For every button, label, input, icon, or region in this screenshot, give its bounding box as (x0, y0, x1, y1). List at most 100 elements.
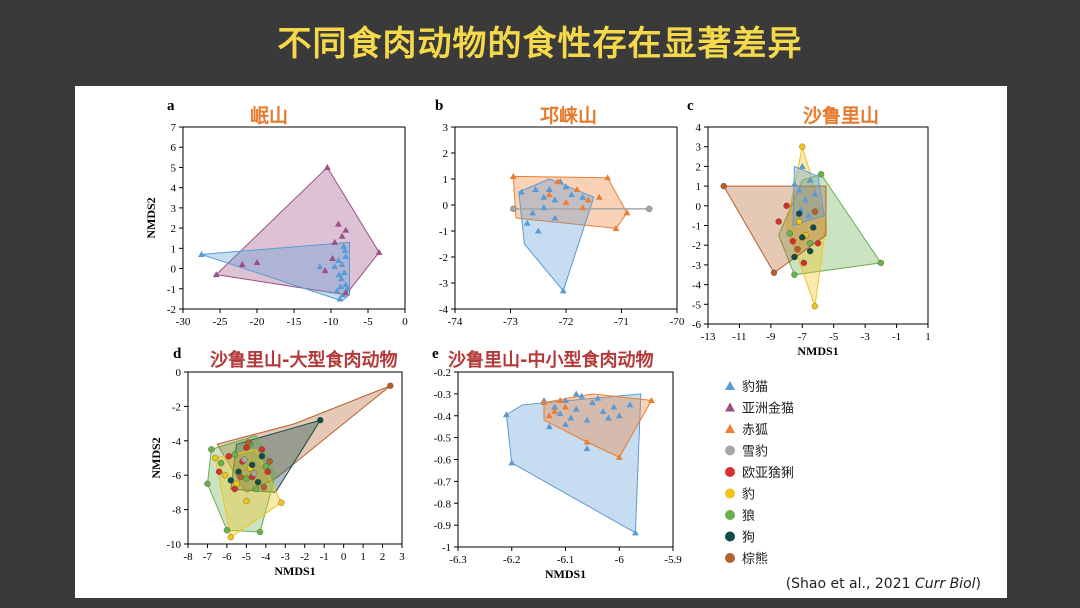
point-豹 (212, 454, 219, 462)
point-赤狐 (573, 186, 581, 192)
y-tick-label: 3 (171, 203, 177, 215)
point-亚洲金猫 (335, 220, 342, 227)
x-tick-label: -11 (732, 331, 746, 343)
legend-label: 狼 (742, 509, 755, 524)
point-豹猫 (534, 227, 542, 234)
point-狼 (217, 460, 225, 467)
point-豹猫 (562, 183, 570, 190)
y-tick-label: 1 (443, 174, 449, 186)
y-tick-label: -0.5 (434, 433, 452, 445)
x-axis-label: NMDS1 (545, 567, 586, 581)
x-tick-label: -5 (242, 551, 252, 563)
point-豹猫 (626, 401, 634, 408)
point-赤狐 (540, 399, 548, 406)
point-亚洲金猫 (342, 226, 350, 233)
y-axis-label: NMDS2 (149, 437, 163, 478)
point-豹猫 (605, 414, 612, 421)
y-tick-label: -2 (439, 252, 448, 264)
y-tick-label: -8 (172, 505, 182, 517)
point-豹猫 (599, 407, 607, 414)
x-tick-label: -1 (892, 331, 901, 343)
point-狗 (258, 453, 266, 460)
panel-letter: e (432, 346, 439, 362)
point-欧亚猞猁 (215, 468, 223, 475)
x-tick-label: -4 (261, 551, 271, 563)
point-欧亚猞猁 (800, 259, 808, 267)
point-赤狐 (509, 173, 517, 179)
point-豹猫 (562, 421, 569, 428)
hull-豹猫 (518, 178, 595, 292)
point-豹猫 (805, 212, 812, 219)
point-狗 (317, 417, 324, 424)
point-豹猫 (583, 416, 591, 423)
legend-label: 豹猫 (742, 380, 768, 395)
legend-item: 雪豹 (725, 445, 768, 460)
y-tick-label: -3 (439, 278, 449, 290)
y-tick-label: 5 (171, 162, 177, 174)
legend-item: 亚洲金猫 (725, 401, 794, 417)
x-tick-label: -3 (281, 551, 291, 563)
point-豹猫 (551, 403, 559, 410)
citation-journal: Curr Biol (915, 576, 976, 592)
point-棕熊 (720, 182, 727, 190)
point-赤狐 (545, 412, 553, 419)
point-豹猫 (337, 275, 345, 282)
y-tick-label: -1 (439, 226, 448, 238)
x-tick-label: -2 (300, 551, 309, 563)
point-豹 (221, 472, 229, 479)
point-狼 (208, 446, 215, 453)
point-豹猫 (588, 399, 596, 406)
x-tick-label: -25 (213, 316, 228, 328)
point-狼 (806, 240, 814, 247)
legend-marker (725, 510, 735, 520)
panel-c: -13 -11 -9 -7 -5 -3 -1 1-6-5-4-3-2-101234NMDS1c… (687, 98, 931, 358)
hull-豹猫 (505, 393, 642, 534)
point-狼 (817, 171, 825, 178)
y-tick-label: -4 (692, 280, 702, 292)
y-tick-label: -0.6 (434, 455, 452, 467)
legend-marker (725, 531, 735, 542)
point-狼 (204, 480, 211, 487)
y-tick-label: -1 (692, 221, 701, 233)
point-豹猫 (502, 411, 510, 418)
legend-item: 狼 (725, 509, 755, 524)
x-tick-label: -7 (203, 551, 213, 563)
point-豹猫 (540, 193, 548, 200)
point-狼 (243, 475, 250, 482)
point-亚洲金猫 (338, 232, 346, 239)
point-亚洲金猫 (375, 248, 383, 255)
point-豹猫 (806, 176, 814, 183)
y-axis-label: NMDS2 (144, 197, 158, 238)
x-tick-label: -7 (798, 331, 808, 343)
x-tick-label: -5 (363, 316, 373, 328)
legend-label: 棕熊 (742, 551, 768, 567)
y-tick-label: -0.9 (434, 520, 452, 532)
x-tick-label: -6 (222, 551, 232, 563)
y-tick-label: -4 (172, 436, 182, 448)
x-tick-label: -1 (320, 551, 329, 563)
point-狗 (799, 234, 806, 241)
point-棕熊 (245, 439, 252, 446)
point-豹猫 (551, 196, 559, 203)
x-tick-label: -71 (614, 316, 629, 328)
legend-label: 豹 (742, 488, 755, 503)
slide-title: 不同食肉动物的食性存在显著差异 (277, 24, 803, 64)
point-豹猫 (342, 253, 350, 259)
hull-豹猫 (201, 241, 350, 302)
plot-frame (187, 371, 403, 545)
y-tick-label: -0.2 (434, 367, 451, 379)
point-欧亚猞猁 (814, 240, 822, 247)
point-狼 (791, 271, 798, 278)
point-豹猫 (802, 196, 809, 203)
point-豹猫 (338, 261, 346, 268)
point-欧亚猞猁 (231, 485, 238, 493)
point-豹猫 (579, 193, 587, 200)
point-欧亚猞猁 (783, 202, 790, 209)
legend-marker (725, 488, 735, 499)
point-豹猫 (631, 529, 639, 536)
point-雪豹 (250, 470, 258, 477)
point-狗 (795, 210, 803, 217)
panel-b: -74 -73 -72 -71 -70 -4 -3 -2 -1 0 1 2 3b 邛崃山 (435, 98, 685, 328)
point-赤狐 (551, 407, 559, 414)
